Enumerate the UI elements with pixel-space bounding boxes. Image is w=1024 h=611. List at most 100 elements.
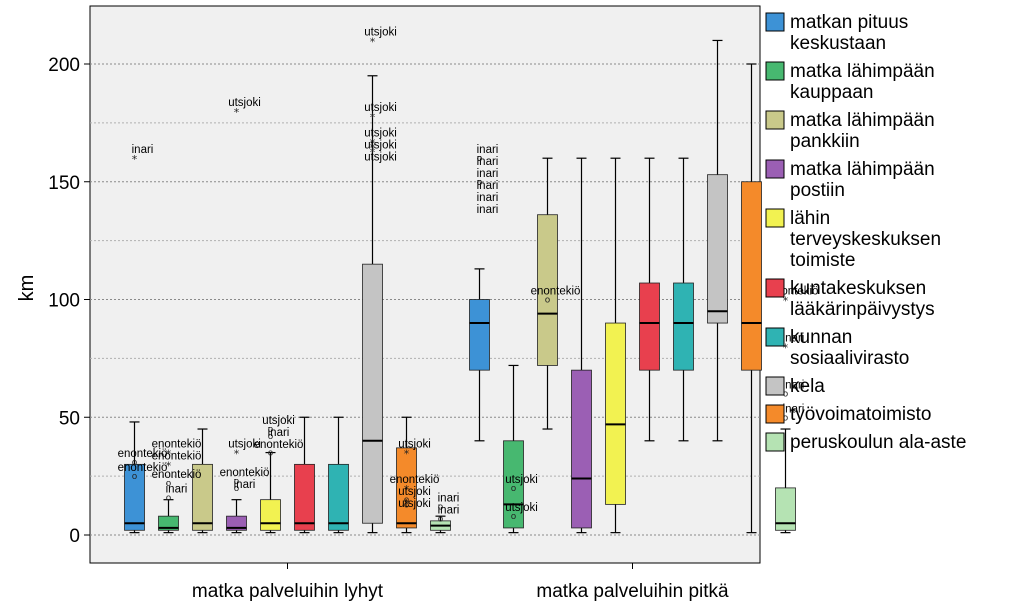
box-iqr bbox=[396, 447, 417, 529]
outlier-label-7-0-4: utsjoki bbox=[364, 152, 397, 164]
outlier-label-1-0-1: enontekiö bbox=[152, 451, 202, 463]
outlier-label-4-0-1: inari bbox=[268, 427, 290, 439]
box-iqr bbox=[158, 515, 179, 531]
outlier-mark-3-0-3: o bbox=[234, 484, 240, 494]
outlier-label-1-0-2: enontekiö bbox=[152, 469, 202, 481]
box-4-0 bbox=[260, 451, 281, 534]
outlier-mark-1-1-1: o bbox=[511, 512, 517, 522]
outlier-mark-9-0-1: o bbox=[438, 515, 444, 525]
box-iqr bbox=[605, 322, 626, 505]
box-iqr bbox=[362, 263, 383, 524]
outlier-mark-0-1-1: o bbox=[477, 154, 483, 164]
legend-label-line: lähin bbox=[790, 208, 830, 229]
box-iqr bbox=[775, 487, 796, 531]
outlier-mark-9-1-3: o bbox=[783, 413, 789, 423]
box-iqr bbox=[260, 499, 281, 531]
box-5-1 bbox=[639, 157, 660, 442]
outlier-mark-7-0-3: * bbox=[370, 141, 376, 154]
legend-label-line: matkan pituus bbox=[790, 12, 908, 33]
box-iqr bbox=[124, 463, 145, 531]
outlier-mark-0-1-0: o bbox=[477, 154, 483, 164]
box-3-0 bbox=[226, 499, 247, 534]
legend-swatch bbox=[765, 404, 785, 424]
outlier-label-0-1-4: inari bbox=[477, 192, 499, 204]
outlier-label-0-1-2: inari bbox=[477, 168, 499, 180]
outlier-label-1-1-0: utsjoki bbox=[505, 474, 538, 486]
outlier-label-9-1-2: inari bbox=[783, 380, 805, 392]
outlier-mark-7-0-1: * bbox=[370, 111, 376, 124]
box-iqr bbox=[503, 440, 524, 529]
outlier-label-9-0-1: inari bbox=[438, 505, 460, 517]
box-1-0 bbox=[158, 499, 179, 534]
outlier-mark-1-0-2: o bbox=[166, 479, 172, 489]
legend-label-line: keskustaan bbox=[790, 33, 886, 54]
box-6-0 bbox=[328, 416, 349, 534]
box-4-1 bbox=[605, 157, 626, 534]
outlier-label-7-0-3: utsjoki bbox=[364, 140, 397, 152]
x-axis: matka palveluihin lyhyt matka palveluihin… bbox=[192, 563, 729, 602]
y-tick-label-3: 150 bbox=[48, 173, 80, 194]
box-iqr bbox=[328, 463, 349, 531]
outlier-mark-9-1-1: * bbox=[783, 342, 789, 355]
y-tick-label-0: 0 bbox=[69, 526, 80, 547]
box-9-0 bbox=[430, 515, 451, 534]
legend-swatch bbox=[765, 208, 785, 228]
legend-label-line: työvoimatoimisto bbox=[790, 404, 932, 425]
outlier-mark-1-0-0: * bbox=[166, 448, 172, 461]
outlier-mark-8-0-1: * bbox=[404, 483, 410, 496]
outlier-label-3-0-1: utsjoki bbox=[228, 439, 261, 451]
outlier-mark-8-0-0: * bbox=[404, 448, 410, 461]
legend-swatch bbox=[765, 327, 785, 347]
outlier-mark-7-0-4: * bbox=[370, 146, 376, 159]
box-iqr bbox=[469, 299, 490, 371]
outlier-label-7-0-0: utsjoki bbox=[364, 26, 397, 38]
box-2-0 bbox=[192, 428, 213, 534]
outlier-mark-3-0-2: o bbox=[234, 477, 240, 487]
outlier-label-8-0-2: utsjoki bbox=[398, 486, 431, 498]
outlier-label-8-0-1: enontekiö bbox=[390, 474, 440, 486]
box-iqr bbox=[741, 181, 762, 371]
legend-label-line: kela bbox=[790, 376, 825, 397]
outlier-label-0-1-3: inari bbox=[477, 180, 499, 192]
outlier-label-7-0-2: utsjoki bbox=[364, 128, 397, 140]
box-1-1 bbox=[503, 364, 524, 534]
y-axis: 0 50 100 150 200 bbox=[48, 55, 90, 547]
box-iqr bbox=[537, 214, 558, 366]
box-6-1 bbox=[673, 157, 694, 442]
outlier-mark-0-0-0: * bbox=[132, 153, 138, 166]
outlier-mark-9-0-0: o bbox=[438, 503, 444, 513]
box-0-1 bbox=[469, 268, 490, 442]
outlier-label-1-1-1: utsjoki bbox=[505, 502, 538, 514]
box-iqr bbox=[571, 369, 592, 529]
outlier-mark-8-0-3: o bbox=[404, 500, 410, 510]
outlier-label-1-0-3: inari bbox=[166, 483, 188, 495]
legend-swatch bbox=[765, 376, 785, 396]
legend-swatch bbox=[765, 12, 785, 32]
outlier-label-3-0-2: enontekiö bbox=[220, 467, 270, 479]
x-category-label-0: matka palveluihin lyhyt bbox=[192, 581, 384, 602]
outlier-mark-2-1-0: o bbox=[545, 296, 551, 306]
box-iqr bbox=[192, 463, 213, 531]
outlier-label-0-0-0: inari bbox=[132, 144, 154, 156]
outlier-mark-1-1-0: o bbox=[511, 484, 517, 494]
outlier-label-0-0-2: enontekiö bbox=[118, 462, 168, 474]
box-8-0 bbox=[396, 416, 417, 534]
box-8-1 bbox=[741, 63, 762, 534]
box-2-1 bbox=[537, 157, 558, 430]
outlier-mark-3-0-0: * bbox=[234, 106, 240, 119]
legend-swatch bbox=[765, 159, 785, 179]
outlier-label-0-1-5: inari bbox=[477, 204, 499, 216]
legend-label-line: matka lähimpään bbox=[790, 61, 935, 82]
outlier-mark-3-0-1: * bbox=[234, 448, 240, 461]
legend-swatch bbox=[765, 110, 785, 130]
legend-label-line: kauppaan bbox=[790, 82, 873, 103]
legend-item-8: työvoimatoimisto bbox=[765, 404, 932, 425]
